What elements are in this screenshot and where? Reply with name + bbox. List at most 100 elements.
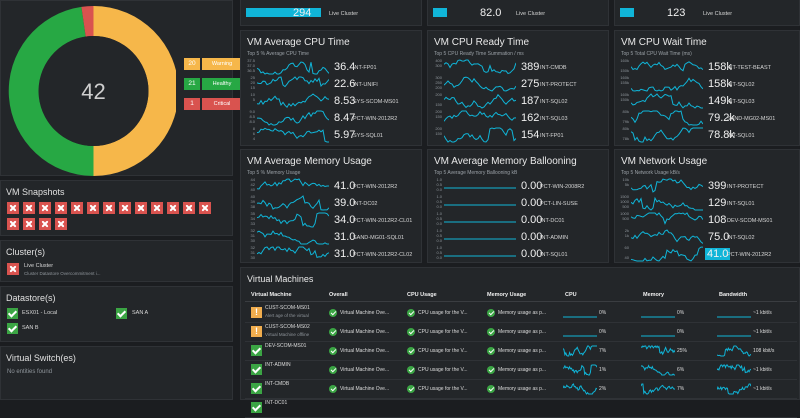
sparkline-axis-labels: 200 150 — [432, 127, 442, 142]
metric-row[interactable]: 10k 5k 399 INT-PROTECT — [619, 178, 795, 196]
metric-row[interactable]: 8 6 4 5.97 SYS-SQL01 — [245, 127, 417, 145]
legend-healthy[interactable]: 21 Healthy — [184, 78, 242, 90]
vm-cell-name: INT-ADMIN — [265, 362, 291, 368]
sparkline-axis-labels: 160k 155k — [619, 76, 629, 91]
vm-sparkline-path — [641, 364, 675, 376]
sparkline-chart — [631, 77, 703, 92]
metric-row[interactable]: 10 5 8.53 SYS-SCOM-MS01 — [245, 93, 417, 111]
sparkline-tick-label: 150k — [620, 97, 629, 102]
cluster-item-name[interactable]: Live Cluster — [24, 263, 54, 269]
legend-warning[interactable]: 20 Warning — [184, 58, 242, 70]
metric-row[interactable]: 200 150 154 INT-FP01 — [432, 127, 604, 145]
snapshot-critical-icon[interactable] — [151, 202, 163, 214]
snapshot-critical-icon[interactable] — [183, 202, 195, 214]
vm-cell-name: INT-DC01 — [265, 400, 288, 406]
sparkline-tick-label: 1500 — [620, 194, 629, 199]
metric-row[interactable]: 1.0 0.5 0.0 0.00 PCT-WIN-2008R2 — [432, 178, 604, 196]
metric-row[interactable]: 1500 1000 500 129 INT-SQL01 — [619, 195, 795, 213]
vm-table-header[interactable]: CPU — [565, 292, 577, 298]
vm-table-header[interactable]: Virtual Machine — [251, 292, 292, 298]
metric-row[interactable]: 25 20 15 22.6 INT-UNIFI — [245, 76, 417, 94]
metric-row[interactable]: 200 150 187 INT-SQL02 — [432, 93, 604, 111]
metric-row[interactable]: 160k 155k 158k INT-SQL02 — [619, 76, 795, 94]
vm-table-header[interactable]: Memory Usage — [487, 292, 527, 298]
sparkline-tick-label: 0.5 — [436, 250, 442, 255]
metric-row[interactable]: 1.0 0.5 0.0 0.00 INT-SQL01 — [432, 246, 604, 264]
metric-row[interactable]: 1.0 0.5 0.0 0.00 INT-ADMIN — [432, 229, 604, 247]
snapshot-critical-icon[interactable] — [199, 202, 211, 214]
sparkline-path — [257, 110, 329, 126]
table-row[interactable]: INT-ADMIN Virtual Machine Ove... CPU usage… — [245, 361, 797, 380]
metric-row[interactable]: 300 250 200 275 INT-PROTECT — [432, 76, 604, 94]
vm-table-panel: Virtual Machines Virtual Machine Overall C… — [240, 267, 800, 418]
snapshot-critical-icon[interactable] — [55, 202, 67, 214]
top-strip-value-1: 294 — [293, 7, 312, 19]
datastore-item-esx01[interactable]: ESX01 - Local — [22, 310, 58, 316]
vm-cell-overall: Virtual Machine Ove... — [340, 386, 390, 392]
datastore-item-san-a[interactable]: SAN A — [132, 310, 149, 316]
metric-row[interactable]: 60 40 41.0 PCT-WIN-2012R2 — [619, 246, 795, 264]
sparkline-path — [444, 76, 516, 92]
table-row[interactable]: CUST-SCOM-MS02 Virtual Machine offline Vir… — [245, 323, 797, 342]
snapshot-critical-icon[interactable] — [23, 218, 35, 230]
metric-entity-name: INT-CMDB — [540, 65, 567, 71]
vm-cell-overall: Virtual Machine Ove... — [340, 329, 390, 335]
health-donut-chart[interactable]: 42 — [1, 1, 176, 177]
metric-row[interactable]: 160k 150k 149k INT-SQL03 — [619, 93, 795, 111]
vm-table-header[interactable]: Overall — [329, 292, 348, 298]
metric-row[interactable]: 80k 79k 79.2k SAND-MG02-MS01 — [619, 110, 795, 128]
sparkline-tick-label: 80k — [622, 126, 629, 131]
cluster-critical-icon[interactable] — [7, 263, 19, 275]
metric-entity-name: INT-SQL02 — [727, 82, 755, 88]
snapshot-critical-icon[interactable] — [87, 202, 99, 214]
snapshot-critical-icon[interactable] — [23, 202, 35, 214]
metric-row[interactable]: 35 34 33 34.0 PCT-WIN-2012R2-CL01 — [245, 212, 417, 230]
metric-row[interactable]: 1.0 0.5 0.0 0.00 INT-DC01 — [432, 212, 604, 230]
sparkline-chart — [257, 178, 329, 190]
snapshot-critical-icon[interactable] — [55, 218, 67, 230]
vm-table-header[interactable]: Memory — [643, 292, 665, 298]
snapshot-critical-icon[interactable] — [119, 202, 131, 214]
vm-cpu-sparkline — [563, 383, 597, 395]
snapshot-critical-icon[interactable] — [71, 202, 83, 214]
metric-row[interactable]: 400 300 389 INT-CMDB — [432, 59, 604, 77]
sparkline-tick-label: 150 — [435, 102, 442, 107]
sparkline-path — [257, 61, 329, 75]
metric-row[interactable]: 37.5 37.0 36.5 36.4 INT-FP01 — [245, 59, 417, 77]
metric-row[interactable]: 44 42 40 41.0 PCT-WIN-2012R2 — [245, 178, 417, 196]
legend-critical[interactable]: 1 Critical — [184, 98, 242, 110]
metric-row[interactable]: 1000 500 108 DEV-SCOM-MS01 — [619, 212, 795, 230]
metric-row[interactable]: 160k 150k 158k INT-TEST-BEAST — [619, 59, 795, 77]
vm-sparkline-path — [563, 383, 597, 395]
metric-row[interactable]: 32 31 30 31.0 PCT-WIN-2012R2-CL02 — [245, 246, 417, 264]
sparkline-tick-label: 300 — [435, 63, 442, 68]
table-row[interactable]: DEV-SCOM-MS01 Virtual Machine Ove... CPU u… — [245, 342, 797, 361]
vm-table-header[interactable]: CPU Usage — [407, 292, 437, 298]
sparkline-axis-labels: 35 34 33 — [245, 212, 255, 227]
snapshot-critical-icon[interactable] — [167, 202, 179, 214]
table-row[interactable]: CUST-SCOM-MS01 Alert age of the virtual Vi… — [245, 304, 797, 323]
metric-row[interactable]: 2k 1k 75.0 INT-SQL02 — [619, 229, 795, 247]
vm-table-header[interactable]: Bandwidth — [719, 292, 748, 298]
metric-row[interactable]: 200 150 162 INT-SQL03 — [432, 110, 604, 128]
metric-row[interactable]: 40 39 38 39.0 INT-DC02 — [245, 195, 417, 213]
snapshot-critical-icon[interactable] — [7, 218, 19, 230]
snapshot-critical-icon[interactable] — [39, 202, 51, 214]
sparkline-tick-label: 31 — [250, 233, 255, 238]
metric-entity-name: INT-SQL01 — [727, 133, 755, 139]
sparkline-tick-label: 78k — [622, 136, 629, 141]
metric-row[interactable]: 32 31 30 31.0 SAND-MG01-SQL01 — [245, 229, 417, 247]
metric-row[interactable]: 80k 78k 78.8k INT-SQL01 — [619, 127, 795, 145]
snapshot-critical-icon[interactable] — [7, 202, 19, 214]
snapshot-critical-icon[interactable] — [103, 202, 115, 214]
metric-row[interactable]: 1.0 0.5 0.0 0.00 PCT-LIN-SUSE — [432, 195, 604, 213]
snapshot-critical-icon[interactable] — [135, 202, 147, 214]
datastore-item-san-b[interactable]: SAN B — [22, 325, 39, 331]
table-row[interactable]: INT-CMDB Virtual Machine Ove... CPU usage … — [245, 380, 797, 399]
metric-row[interactable]: 9.0 8.5 8.0 8.47 PCT-WIN-2012R2 — [245, 110, 417, 128]
metric-panel-title: VM Average Memory Ballooning — [434, 156, 577, 167]
table-row[interactable]: INT-DC01 — [245, 399, 797, 418]
sparkline-tick-label: 150 — [435, 131, 442, 136]
snapshot-critical-icon[interactable] — [39, 218, 51, 230]
metric-entity-name: INT-SQL01 — [727, 201, 755, 207]
